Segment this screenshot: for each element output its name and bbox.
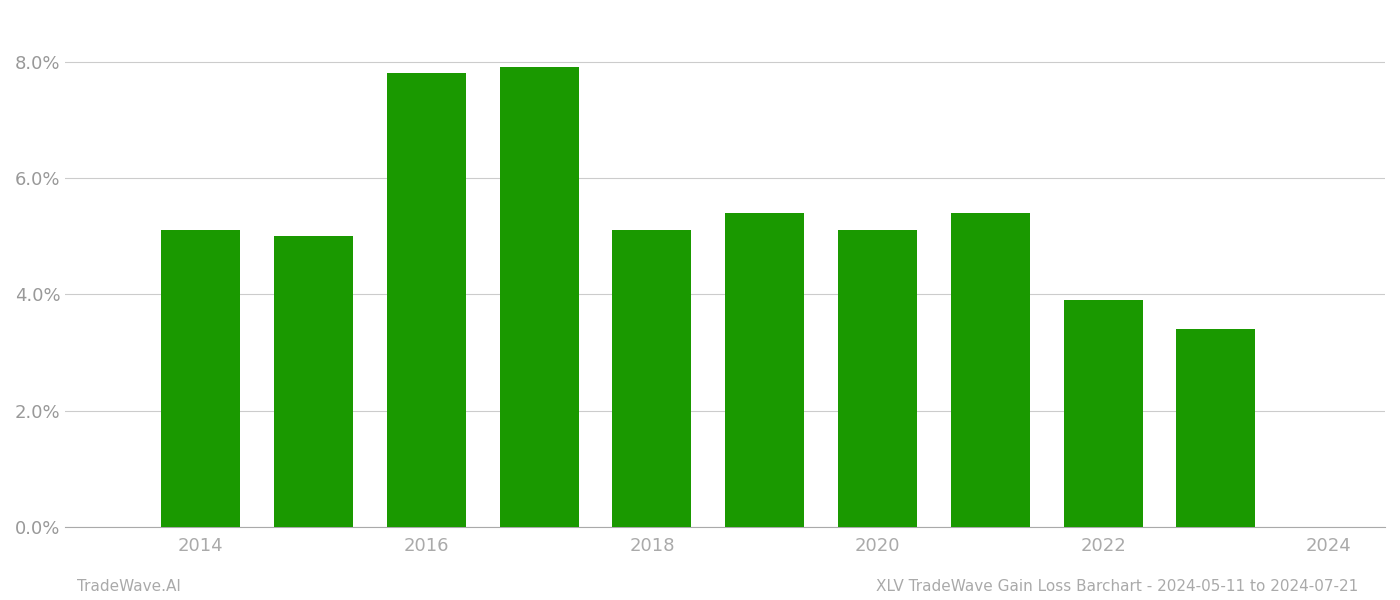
Text: XLV TradeWave Gain Loss Barchart - 2024-05-11 to 2024-07-21: XLV TradeWave Gain Loss Barchart - 2024-… bbox=[876, 579, 1358, 594]
Bar bbox=[161, 230, 241, 527]
Bar bbox=[1064, 300, 1142, 527]
Bar bbox=[1176, 329, 1256, 527]
Bar bbox=[274, 236, 353, 527]
Text: TradeWave.AI: TradeWave.AI bbox=[77, 579, 181, 594]
Bar bbox=[500, 67, 578, 527]
Bar bbox=[951, 213, 1030, 527]
Bar bbox=[612, 230, 692, 527]
Bar bbox=[839, 230, 917, 527]
Bar bbox=[386, 73, 466, 527]
Bar bbox=[725, 213, 804, 527]
